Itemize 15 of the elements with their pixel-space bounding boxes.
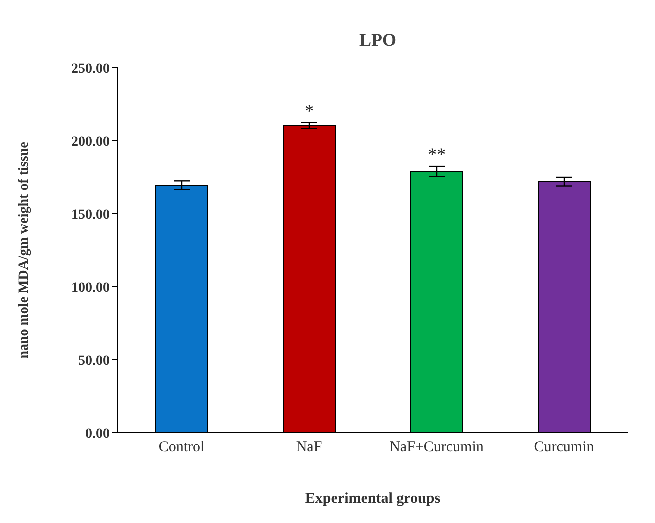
x-axis-title: Experimental groups [305,491,441,507]
chart-title: LPO [359,30,397,50]
y-tick-label: 50.00 [78,354,110,369]
x-tick-label: Control [158,440,205,456]
y-tick-label: 200.00 [72,134,110,150]
annotation: * [305,100,314,121]
x-tick-label: Curcumin [534,440,595,456]
y-tick-label: 150.00 [72,208,110,223]
x-tick-label: NaF+Curcumin [390,440,484,456]
y-tick-label: 0.00 [86,426,110,442]
y-axis-title: nano mole MDA/gm weight of tissue [16,142,32,359]
y-tick-label: 100.00 [72,280,110,296]
annotation: ** [428,144,446,165]
x-tick-label: NaF [296,440,322,456]
y-tick-label: 250.00 [72,62,110,77]
